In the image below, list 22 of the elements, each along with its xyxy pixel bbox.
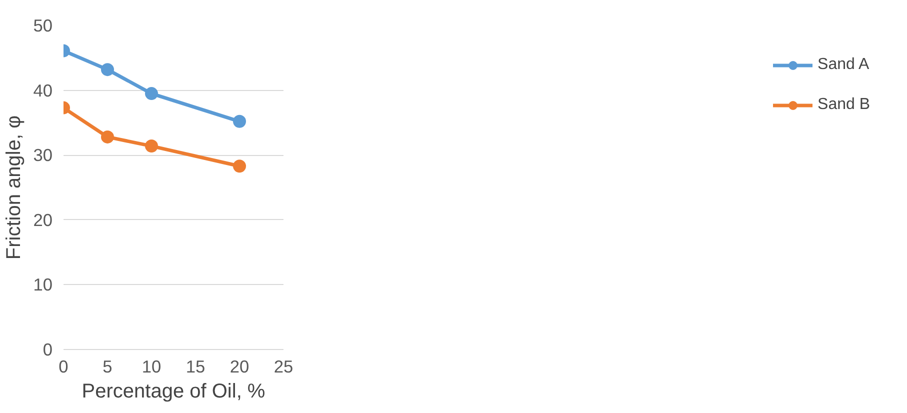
y-tick-label: 50 bbox=[33, 16, 53, 36]
point bbox=[145, 140, 158, 153]
point bbox=[233, 160, 246, 173]
x-tick-label: 10 bbox=[142, 356, 162, 376]
y-tick-label: 40 bbox=[33, 80, 53, 100]
x-tick-label: 5 bbox=[102, 356, 112, 376]
x-tick-label: 0 bbox=[58, 356, 68, 376]
y-tick-label: 20 bbox=[33, 210, 53, 230]
x-tick-label: 15 bbox=[186, 356, 206, 376]
point bbox=[101, 63, 114, 76]
y-tick-label: 0 bbox=[42, 340, 53, 360]
legend-label: Sand A bbox=[818, 56, 870, 74]
point bbox=[145, 87, 158, 100]
legend-label: Sand B bbox=[818, 96, 870, 114]
y-axis-title: Friction angle, φ bbox=[3, 115, 26, 260]
x-tick-label: 25 bbox=[274, 356, 294, 376]
y-tick-label: 10 bbox=[33, 274, 53, 295]
x-tick-label: 20 bbox=[230, 356, 250, 376]
x-axis-title: Percentage of Oil, % bbox=[82, 380, 266, 402]
point bbox=[233, 114, 246, 128]
y-tick-label: 30 bbox=[33, 145, 53, 166]
point bbox=[101, 130, 114, 144]
